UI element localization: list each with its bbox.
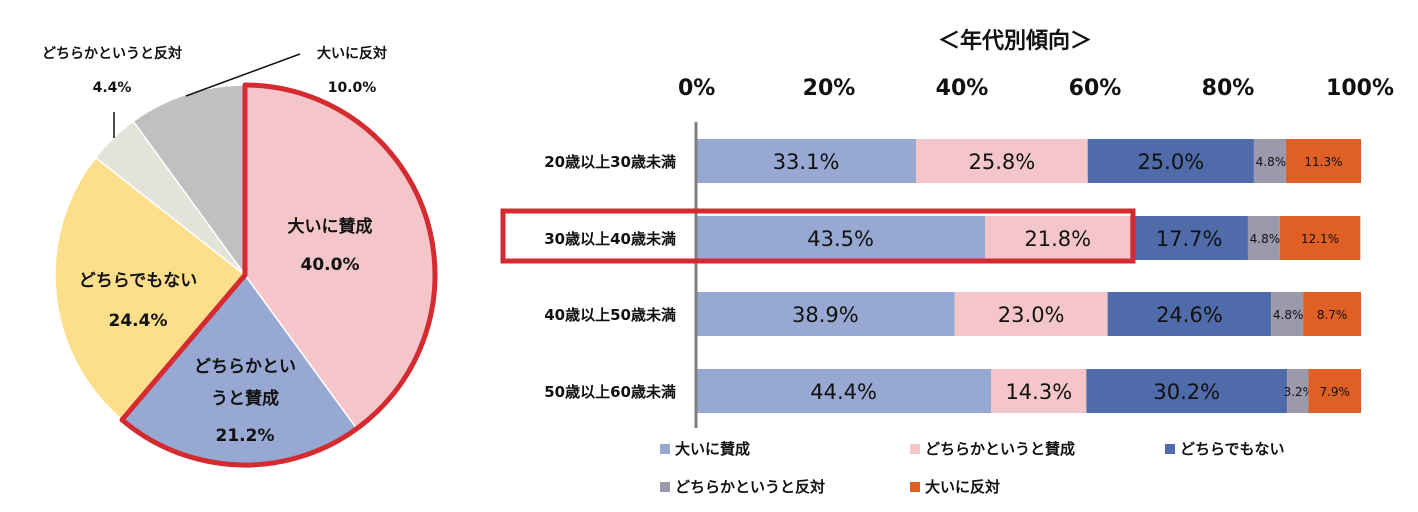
x-tick-label: 40% (936, 76, 989, 101)
legend-label: どちらかというと賛成 (925, 440, 1075, 458)
bar-segment (1130, 216, 1248, 260)
data-label: 4.8% (1250, 232, 1281, 246)
pie-leader-line (185, 53, 301, 97)
bar-segment (1303, 292, 1361, 336)
pie-label: どちらでもない (79, 271, 198, 291)
data-label: 8.7% (1317, 308, 1348, 322)
pie-value-label: 21.2% (216, 426, 275, 446)
data-label: 25.8% (969, 150, 1036, 174)
bar-segment (1271, 292, 1304, 336)
x-tick-label: 80% (1202, 76, 1255, 101)
data-label: 23.0% (998, 303, 1065, 327)
pie-label: 大いに反対 (317, 45, 387, 62)
chart-title: ＜年代別傾向＞ (938, 28, 1092, 54)
legend-swatch (1165, 444, 1175, 454)
pie-value-label: 40.0% (301, 255, 360, 275)
bar-segment (1287, 369, 1309, 413)
data-label: 43.5% (807, 227, 874, 251)
bar-segment (985, 216, 1131, 260)
data-label: 21.8% (1024, 227, 1091, 251)
bar-segment (696, 292, 955, 336)
pie-label: うと賛成 (211, 388, 279, 409)
data-label: 4.8% (1273, 308, 1304, 322)
data-label: 14.3% (1005, 380, 1072, 404)
legend-label: 大いに賛成 (675, 440, 750, 458)
data-label: 17.7% (1156, 227, 1223, 251)
legend-label: どちらでもない (1180, 440, 1285, 458)
x-tick-label: 20% (803, 76, 856, 101)
bar-segment (1086, 369, 1288, 413)
pie-label: どちらかというと反対 (42, 45, 182, 62)
legend-swatch (910, 482, 920, 492)
bar-segment (696, 216, 986, 260)
legend-swatch (910, 444, 920, 454)
bar-segment (696, 139, 917, 183)
data-label: 33.1% (773, 150, 840, 174)
bar-segment (1279, 216, 1361, 260)
legend-label: どちらかというと反対 (675, 478, 825, 496)
data-label: 12.1% (1301, 232, 1339, 246)
x-tick-label: 60% (1069, 76, 1122, 101)
bar-segment (954, 292, 1108, 336)
category-label: 30歳以上40歳未満 (544, 230, 676, 248)
bar-segment (1087, 139, 1254, 183)
data-label: 44.4% (810, 380, 877, 404)
category-label: 50歳以上60歳未満 (544, 383, 676, 401)
bar-segment (1285, 139, 1361, 183)
data-label: 25.0% (1137, 150, 1204, 174)
bar-segment (1308, 369, 1361, 413)
pie-label: 大いに賛成 (288, 216, 373, 237)
data-label: 11.3% (1304, 155, 1342, 169)
data-label: 24.6% (1156, 303, 1223, 327)
pie-slice (54, 156, 247, 421)
pie-slice (132, 84, 246, 278)
pie-value-label: 10.0% (328, 80, 377, 96)
bar-segment (1247, 216, 1280, 260)
data-label: 3.2% (1284, 385, 1315, 399)
data-label: 38.9% (792, 303, 859, 327)
data-label: 30.2% (1153, 380, 1220, 404)
pie-value-label: 24.4% (109, 311, 168, 331)
bar-segment (916, 139, 1088, 183)
x-tick-label: 0% (678, 76, 715, 101)
legend-swatch (660, 482, 670, 492)
x-tick-label: 100% (1326, 76, 1394, 101)
bar-segment (1107, 292, 1272, 336)
bar-segment (991, 369, 1087, 413)
pie-highlight-outline (119, 82, 438, 468)
legend-swatch (660, 444, 670, 454)
bar-segment (1253, 139, 1286, 183)
pie-value-label: 4.4% (93, 80, 132, 96)
legend-label: 大いに反対 (925, 478, 1000, 496)
data-label: 4.8% (1256, 155, 1287, 169)
category-highlight-box (500, 208, 1136, 264)
data-label: 7.9% (1319, 385, 1350, 399)
category-label: 40歳以上50歳未満 (544, 306, 676, 324)
category-label: 20歳以上30歳未満 (544, 153, 676, 171)
pie-label: どちらかとい (194, 357, 296, 377)
bar-segment (696, 369, 992, 413)
